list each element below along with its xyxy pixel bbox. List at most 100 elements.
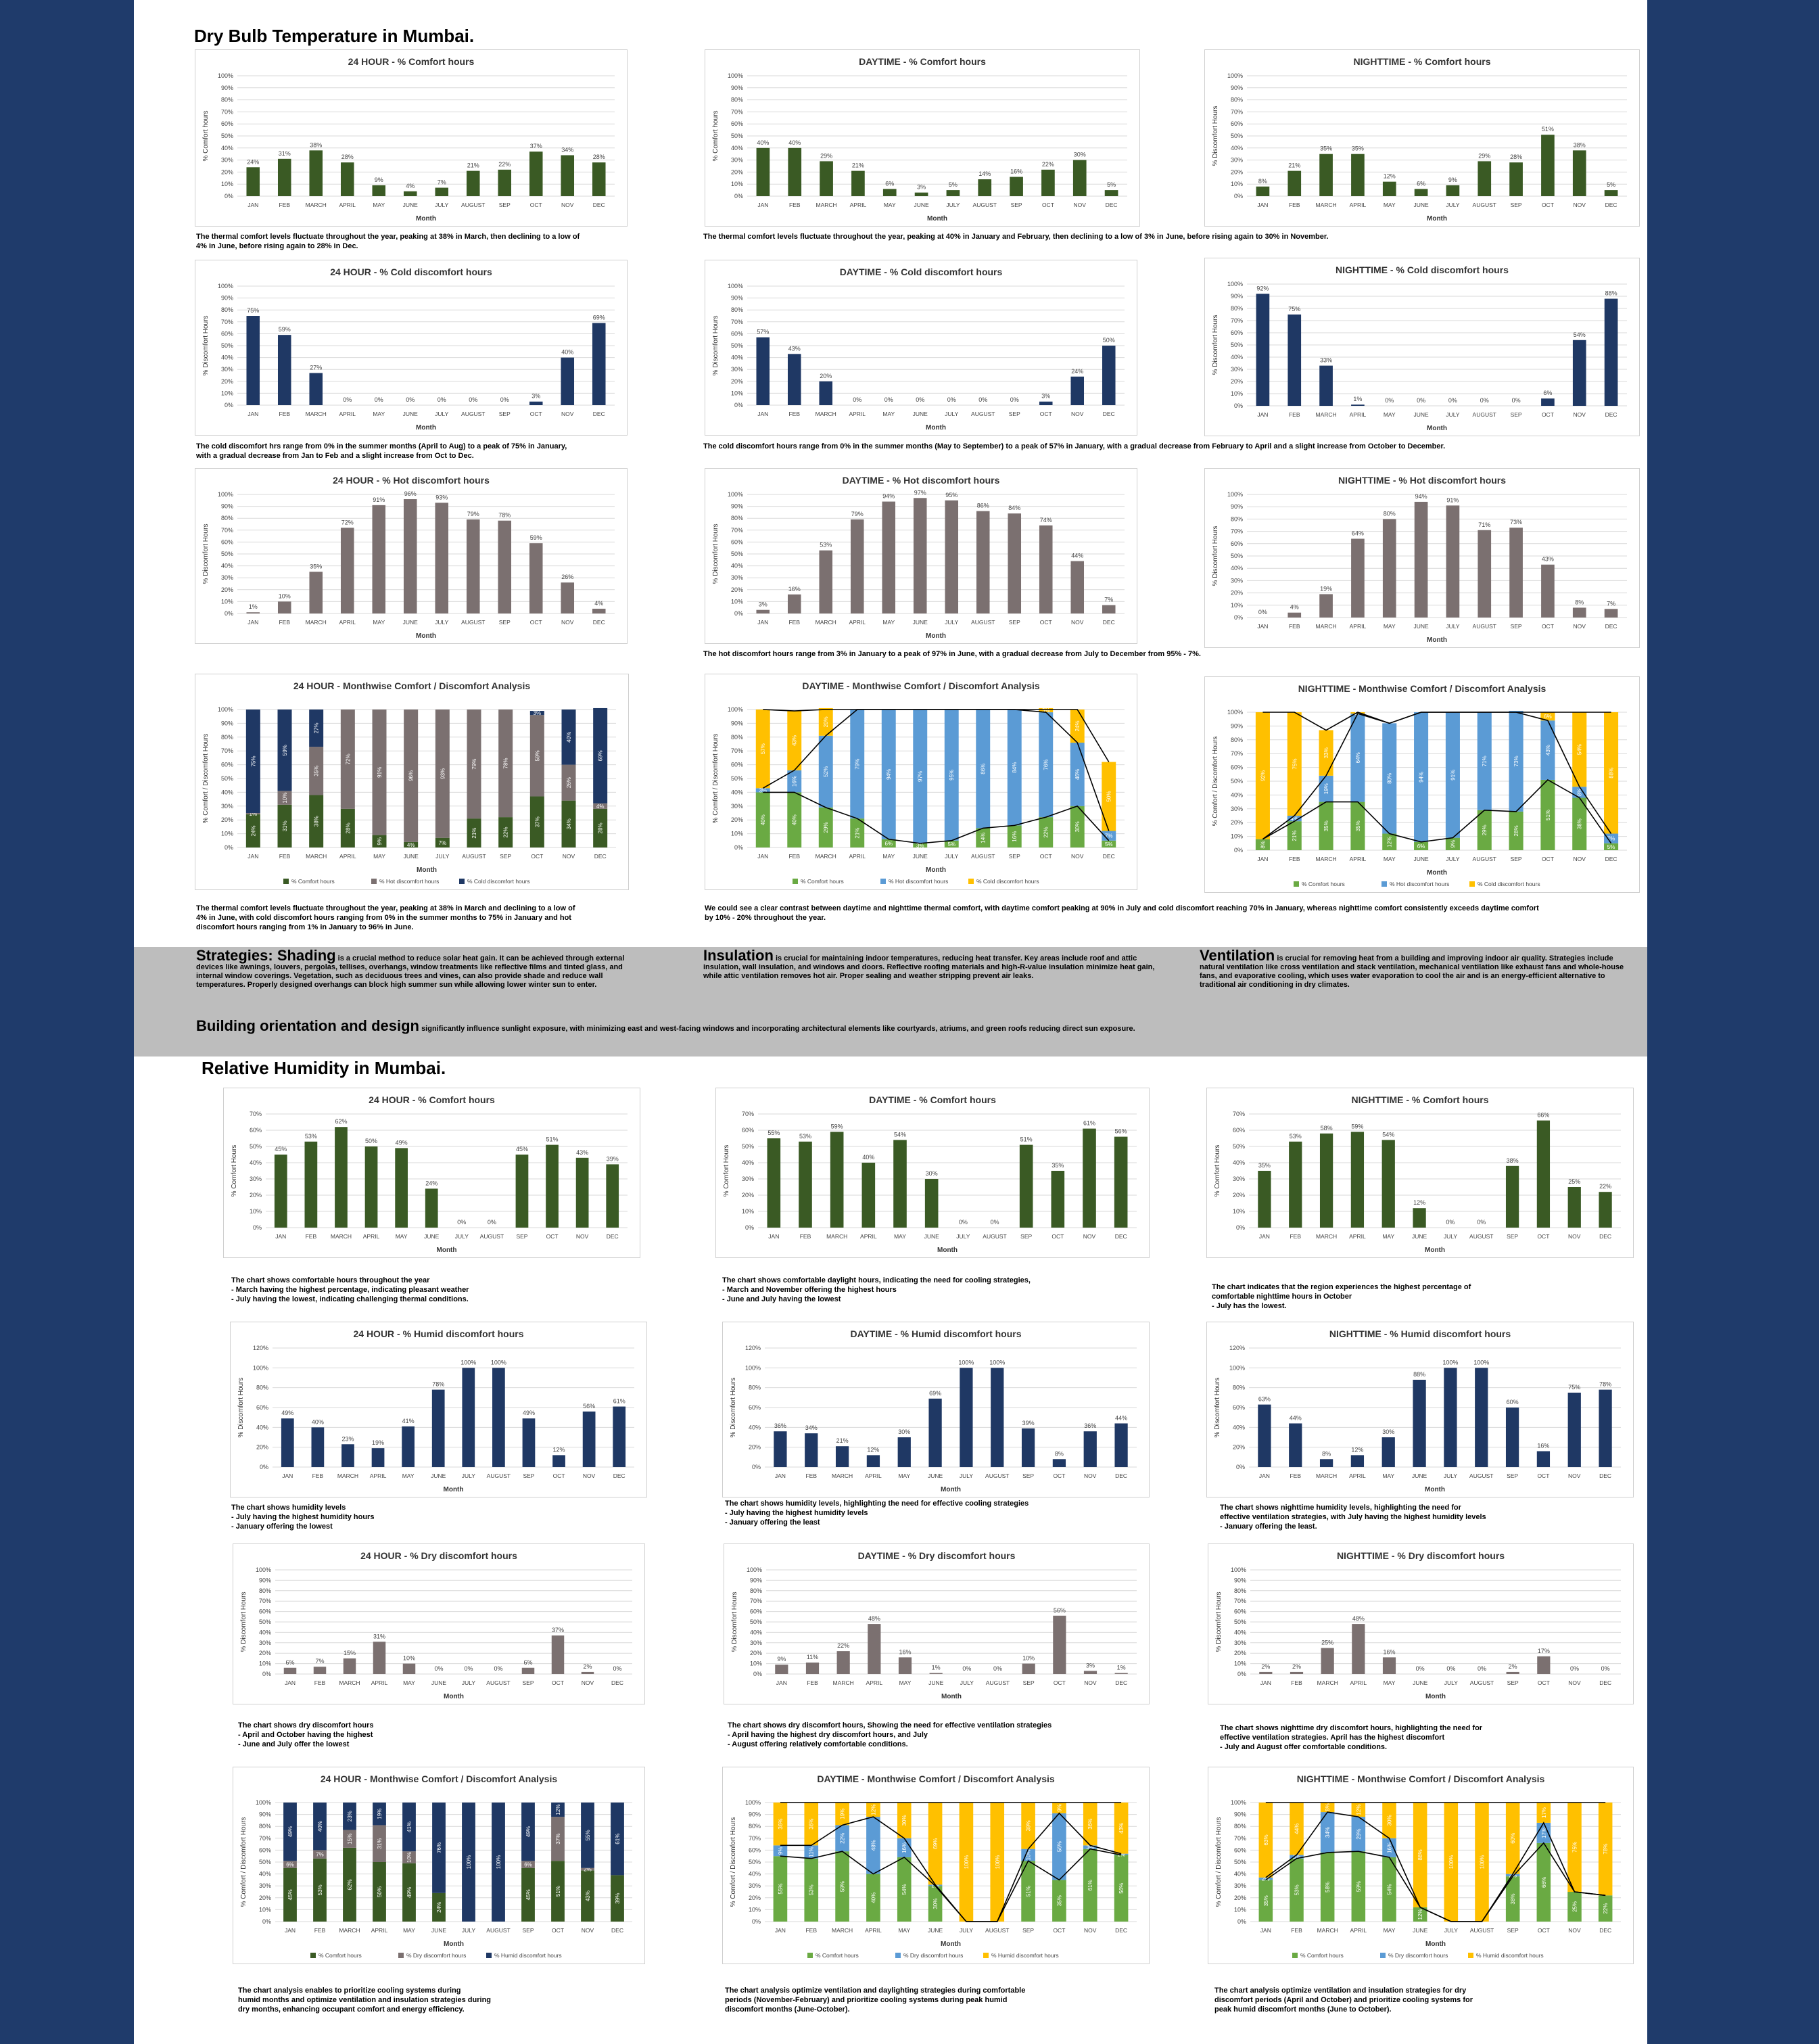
bar: [277, 601, 291, 613]
bar: [788, 147, 802, 196]
chart-svg: DAYTIME - Monthwise Comfort / Discomfort…: [712, 680, 1125, 885]
y-tick-label: 60%: [749, 1404, 761, 1411]
legend-swatch: [486, 1953, 492, 1958]
segment-label: 50%: [1106, 791, 1112, 802]
y-tick-label: 40%: [221, 563, 233, 570]
data-label: 51%: [546, 1136, 559, 1143]
bar: [1536, 1451, 1551, 1467]
bar: [521, 1667, 535, 1674]
stack-segment: [1445, 837, 1460, 850]
x-tick-label: JULY: [435, 202, 448, 208]
y-tick-label: 100%: [253, 1364, 268, 1371]
bar: [1351, 404, 1365, 406]
data-label: 7%: [438, 179, 446, 186]
segment-label: 40%: [792, 814, 798, 825]
stack-segment: [1477, 712, 1492, 810]
y-axis-label: % Discomfort Hours: [712, 524, 719, 584]
data-label: 73%: [1510, 519, 1522, 526]
x-axis-label: Month: [937, 1247, 958, 1254]
y-tick-label: 20%: [1234, 1895, 1246, 1901]
x-tick-label: MAY: [1384, 411, 1396, 418]
y-tick-label: 0%: [225, 402, 233, 409]
data-label: 79%: [467, 511, 479, 517]
x-tick-label: SEP: [499, 202, 511, 208]
x-tick-label: JULY: [1444, 1679, 1458, 1686]
segment-label: 10%: [406, 1852, 412, 1863]
x-tick-label: SEP: [1511, 411, 1522, 418]
stack-segment: [309, 747, 324, 795]
y-tick-label: 80%: [731, 306, 743, 313]
y-tick-label: 40%: [221, 145, 233, 152]
data-label: 25%: [1321, 1640, 1333, 1646]
segment-label: 19%: [377, 1809, 383, 1819]
x-axis-label: Month: [1427, 425, 1447, 432]
y-tick-label: 80%: [259, 1823, 271, 1830]
y-tick-label: 10%: [750, 1660, 762, 1667]
x-tick-label: AUGUST: [1469, 1233, 1493, 1240]
x-tick-label: JUNE: [1413, 411, 1429, 418]
bar: [515, 1155, 529, 1228]
bar: [1541, 564, 1555, 618]
x-tick-label: MAY: [899, 1679, 912, 1686]
bar: [373, 1642, 386, 1674]
x-tick-label: MAY: [396, 1233, 408, 1240]
y-tick-label: 60%: [221, 120, 233, 127]
stack-segment: [1351, 1851, 1366, 1922]
caption-rh-24h-monthwise: The chart analysis enables to prioritize…: [238, 1987, 492, 2014]
data-label: 0%: [1010, 396, 1019, 403]
x-tick-label: SEP: [1009, 853, 1020, 860]
bar: [929, 1673, 943, 1674]
caption-rh-24h-dry: The chart shows dry discomfort hours - A…: [238, 1721, 374, 1748]
x-tick-label: AUGUST: [461, 619, 485, 626]
y-tick-label: 50%: [1231, 342, 1243, 348]
y-tick-label: 70%: [1231, 317, 1243, 324]
data-label: 54%: [1574, 331, 1586, 338]
chart-svg: NIGHTTIME - % Dry discomfort hours 0% 10% 2…: [1215, 1550, 1621, 1700]
stack-segment: [1102, 831, 1116, 841]
y-tick-label: 60%: [731, 330, 743, 337]
y-tick-label: 10%: [1231, 181, 1243, 187]
data-label: 6%: [1543, 390, 1552, 396]
stack-segment: [611, 1803, 624, 1876]
y-tick-label: 90%: [731, 503, 743, 510]
data-label: 35%: [310, 563, 322, 570]
y-tick-label: 30%: [250, 1176, 262, 1182]
x-tick-label: OCT: [552, 1927, 564, 1934]
data-label: 93%: [435, 494, 448, 501]
data-label: 2%: [1261, 1663, 1270, 1670]
y-tick-label: 60%: [750, 1608, 762, 1615]
y-axis-label: % Comfort / Discomfort Hours: [1212, 737, 1219, 827]
x-tick-label: AUGUST: [985, 1472, 1009, 1479]
segment-label: 95%: [949, 770, 955, 781]
bar: [1505, 1408, 1519, 1467]
stack-segment: [1319, 730, 1333, 776]
stack-segment: [897, 1803, 912, 1838]
stack-segment: [1052, 1813, 1066, 1880]
y-tick-label: 10%: [250, 1208, 262, 1215]
chart-rh-night-humid: NIGHTTIME - % Humid discomfort hours 0% 20…: [1206, 1322, 1634, 1497]
y-tick-label: 60%: [1231, 329, 1243, 336]
y-tick-label: 0%: [1234, 614, 1243, 621]
x-tick-label: AUGUST: [462, 853, 486, 860]
y-tick-label: 90%: [259, 1577, 271, 1583]
chart-title: NIGHTTIME - % Dry discomfort hours: [1337, 1550, 1505, 1561]
stack-segment: [467, 710, 481, 819]
y-tick-label: 60%: [742, 1127, 754, 1134]
legend-swatch: [459, 879, 465, 884]
stack-segment: [492, 1803, 505, 1922]
x-tick-label: NOV: [1568, 1679, 1581, 1686]
stack-segment: [1070, 710, 1085, 743]
bar: [819, 550, 833, 613]
data-label: 24%: [425, 1180, 438, 1186]
bar: [1382, 1657, 1396, 1674]
y-tick-label: 100%: [1227, 709, 1243, 716]
y-tick-label: 20%: [749, 1895, 761, 1901]
x-tick-label: FEB: [1289, 623, 1300, 630]
bar: [561, 155, 575, 196]
segment-label: 36%: [1087, 1819, 1093, 1830]
y-tick-label: 10%: [1234, 1660, 1246, 1667]
segment-label: 31%: [377, 1838, 383, 1849]
bar: [466, 519, 480, 613]
x-tick-label: NOV: [582, 1679, 594, 1686]
x-tick-label: MARCH: [816, 619, 836, 626]
